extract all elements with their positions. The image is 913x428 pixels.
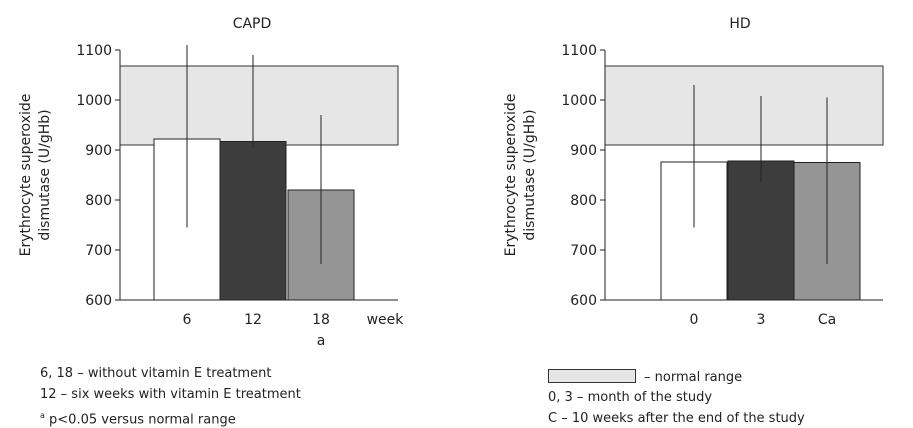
hd-y-tick-label-800: 800 <box>570 193 597 209</box>
capd-y-tick-label-1000: 1000 <box>76 93 112 109</box>
hd-y-tick-label-1000: 1000 <box>561 93 597 109</box>
note-hd-after-study: C – 10 weeks after the end of the study <box>548 411 805 426</box>
capd-normal-range-band <box>119 65 399 146</box>
capd-y-tick-label-700: 700 <box>85 243 112 259</box>
capd-y-tick-label-900: 900 <box>85 143 112 159</box>
capd-y-axis-label-line1: Erythrocyte superoxide <box>18 94 34 257</box>
hd-y-tick-label-1100: 1100 <box>561 43 597 59</box>
capd-x-tick-label-0: 6 <box>183 312 192 328</box>
capd-y-axis-label-line2: dismutase (U/gHb) <box>37 109 53 240</box>
note-significance: a p<0.05 versus normal range <box>40 408 236 428</box>
hd-y-tick-label-600: 600 <box>570 293 597 309</box>
hd-y-axis-label-line2: dismutase (U/gHb) <box>522 109 538 240</box>
hd-x-tick-label-0: 0 <box>690 312 699 328</box>
hd-y-tick-label-700: 700 <box>570 243 597 259</box>
hd-x-tick-label-1: 3 <box>757 312 766 328</box>
hd-chart-title: HD <box>729 16 750 32</box>
capd-y-tick-label-800: 800 <box>85 193 112 209</box>
significance-marker: a <box>40 411 45 420</box>
hd-y-tick-label-900: 900 <box>570 143 597 159</box>
note-capd-with-vitamin: 12 – six weeks with vitamin E treatment <box>40 387 301 402</box>
normal-range-swatch <box>548 369 636 383</box>
hd-y-axis-label-line1: Erythrocyte superoxide <box>503 94 519 257</box>
capd-bar-1 <box>219 141 287 301</box>
hd-x-tick-label-2: Ca <box>818 312 836 328</box>
capd-chart-title: CAPD <box>233 16 272 32</box>
capd-y-tick-label-600: 600 <box>85 293 112 309</box>
hd-bar-1 <box>727 160 795 301</box>
capd-y-tick-label-1100: 1100 <box>76 43 112 59</box>
note-capd-without-vitamin: 6, 18 – without vitamin E treatment <box>40 366 272 381</box>
capd-x-unit-label: week <box>367 312 405 328</box>
capd-significance-annotation: a <box>317 333 326 349</box>
legend-normal-range: – normal range <box>548 369 742 386</box>
significance-text: p<0.05 versus normal range <box>44 412 236 428</box>
capd-x-tick-label-2: 18 <box>312 312 330 328</box>
note-hd-months: 0, 3 – month of the study <box>548 390 713 405</box>
capd-x-tick-label-1: 12 <box>244 312 262 328</box>
hd-normal-range-band <box>604 65 884 146</box>
legend-normal-range-label: – normal range <box>644 370 743 385</box>
